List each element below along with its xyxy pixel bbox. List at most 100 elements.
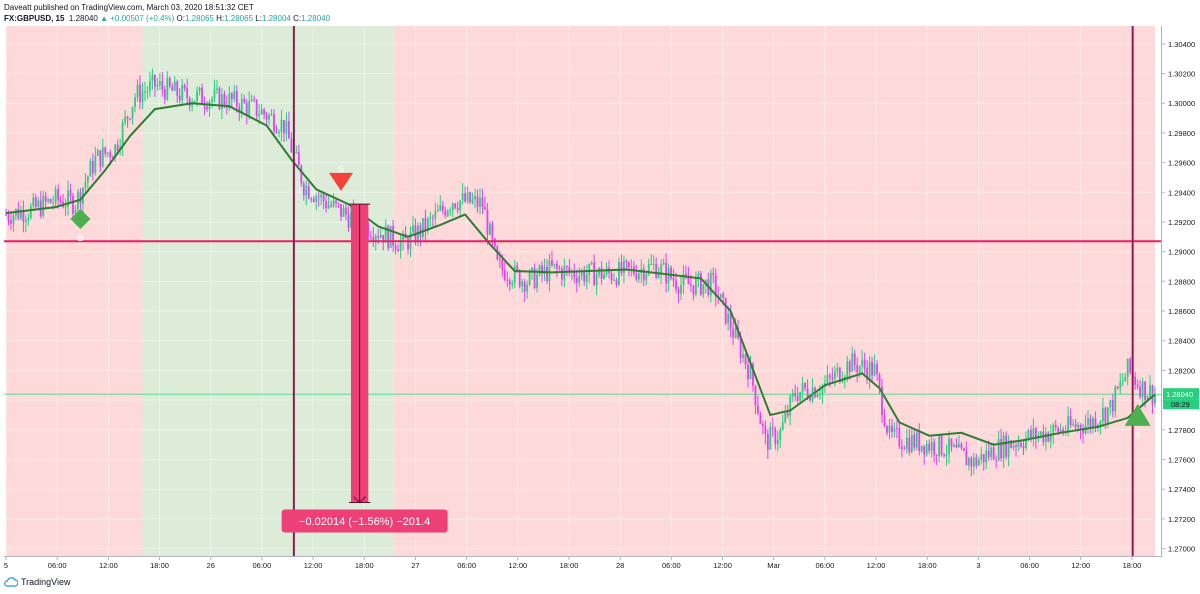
candle-body xyxy=(503,269,506,280)
candle-body xyxy=(1089,418,1092,428)
candle-body xyxy=(590,262,593,264)
candle-body xyxy=(263,109,265,115)
candle-body xyxy=(925,443,928,455)
candles-group xyxy=(5,68,1156,477)
candle-body xyxy=(526,284,529,292)
candle-body xyxy=(655,263,658,278)
candle-body xyxy=(218,88,221,110)
candle-body xyxy=(898,428,901,447)
candle-body xyxy=(878,374,881,387)
candle-body xyxy=(694,277,697,295)
candle-body xyxy=(146,91,149,93)
candle-body xyxy=(1049,433,1052,442)
candle-body xyxy=(19,210,22,219)
candle-body xyxy=(441,205,444,211)
candle-body xyxy=(759,413,762,424)
candle-body xyxy=(729,313,732,330)
candle-body xyxy=(1146,396,1149,400)
candle-body xyxy=(501,259,504,270)
candle-body xyxy=(260,109,263,115)
candle-body xyxy=(312,199,315,202)
time-tick-label: 18:00 xyxy=(1123,561,1142,570)
candle-body xyxy=(153,75,156,87)
candle-body xyxy=(776,439,779,445)
last-price: 1.28040 xyxy=(68,14,98,23)
candle-body xyxy=(595,274,598,286)
candle-body xyxy=(399,241,402,252)
candle-body xyxy=(1005,435,1008,457)
price-tick-label: 1.28800 xyxy=(1168,277,1195,286)
candle-body xyxy=(156,84,159,87)
candle-body xyxy=(340,203,342,217)
time-tick-label: 06:00 xyxy=(815,561,834,570)
low-label: L: xyxy=(255,14,262,23)
candle-body xyxy=(320,194,323,198)
candle-body xyxy=(744,354,747,365)
candle-body xyxy=(1104,408,1107,423)
candle-body xyxy=(275,131,278,133)
candle-body xyxy=(1111,400,1114,412)
candle-body xyxy=(930,441,933,451)
candle-body xyxy=(288,121,290,139)
last-price-tag-text: 1.28040 xyxy=(1166,390,1193,399)
candle-body xyxy=(52,202,55,204)
candle-body xyxy=(583,271,586,282)
candle-body xyxy=(47,199,50,202)
candle-body xyxy=(585,274,588,282)
candle-body xyxy=(34,197,37,207)
time-tick-label: 5 xyxy=(4,561,8,570)
candle-body xyxy=(727,313,730,324)
symbol-label[interactable]: FX:GBPUSD, 15 xyxy=(4,14,65,23)
candle-body xyxy=(990,447,993,457)
price-chart[interactable]: B S B −0.02014 (−1.56%) −201.4 1.30400 1.3020… xyxy=(0,0,1200,572)
candle-body xyxy=(104,147,107,154)
candle-body xyxy=(950,438,953,447)
candle-body xyxy=(173,81,176,91)
chart-footer: TradingView xyxy=(0,571,1200,594)
candle-body xyxy=(1002,435,1005,459)
candle-body xyxy=(124,116,127,123)
candle-body xyxy=(305,186,308,196)
time-tick-label: 18:00 xyxy=(150,561,169,570)
candle-body xyxy=(1144,381,1146,400)
candle-body xyxy=(213,89,216,99)
tradingview-logo[interactable]: TradingView xyxy=(4,577,71,587)
candle-body xyxy=(789,396,792,416)
candle-body xyxy=(84,182,87,188)
measure-label-box xyxy=(281,509,448,533)
candle-body xyxy=(116,144,119,151)
candle-body xyxy=(461,193,464,201)
candle-body xyxy=(603,274,605,279)
candle-body xyxy=(963,448,965,451)
candle-body xyxy=(32,197,35,207)
candle-body xyxy=(444,210,447,216)
candle-body xyxy=(245,102,248,115)
candle-body xyxy=(662,262,665,265)
candle-body xyxy=(749,363,752,380)
candle-body xyxy=(1149,385,1151,397)
candle-body xyxy=(536,274,538,289)
candle-body xyxy=(588,263,591,275)
candle-body xyxy=(1000,439,1003,459)
candle-body xyxy=(886,425,888,433)
candle-body xyxy=(498,259,501,261)
candle-body xyxy=(163,89,166,100)
candle-body xyxy=(434,211,437,219)
candle-body xyxy=(620,262,623,274)
candle-body xyxy=(933,441,936,455)
time-tick-label: 12:00 xyxy=(867,561,886,570)
candle-body xyxy=(918,432,921,451)
candle-body xyxy=(1129,358,1132,373)
last-price-tag xyxy=(1163,388,1199,400)
close-label: C: xyxy=(293,14,302,23)
candle-body xyxy=(270,114,273,116)
price-tick-label: 1.28400 xyxy=(1168,337,1195,346)
candle-body xyxy=(833,371,836,380)
candle-body xyxy=(1119,381,1122,389)
candle-body xyxy=(196,91,198,101)
background-zone-0 xyxy=(6,26,143,556)
candle-body xyxy=(600,267,603,279)
candle-body xyxy=(1062,429,1065,433)
candle-body xyxy=(769,427,772,450)
candle-body xyxy=(796,395,799,401)
